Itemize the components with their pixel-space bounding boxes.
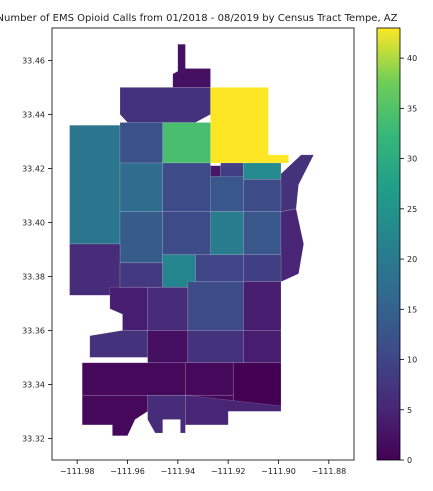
tract-center-row-3b bbox=[243, 254, 282, 282]
tract-south-west-2 bbox=[89, 330, 148, 358]
tract-center-row-1 bbox=[119, 162, 163, 212]
colorbar-tick-label: 0 bbox=[407, 456, 412, 465]
x-tick-label: −111.92 bbox=[211, 467, 246, 476]
tract-center-row-3a bbox=[195, 254, 244, 282]
tract-south-center-1 bbox=[147, 287, 189, 331]
colorbar-tick-label: 15 bbox=[407, 305, 417, 314]
y-tick-label: 33.44 bbox=[22, 110, 45, 119]
tract-center-row-2a bbox=[119, 211, 163, 264]
y-tick-label: 33.42 bbox=[22, 164, 45, 173]
tract-south-bottom-3 bbox=[185, 394, 282, 426]
tract-south-band-2 bbox=[185, 362, 234, 396]
tract-small-block-a bbox=[210, 165, 221, 177]
tract-north-center bbox=[162, 122, 211, 164]
colorbar-tick-label: 25 bbox=[407, 205, 417, 214]
tract-center-row-2b bbox=[162, 211, 211, 256]
x-tick-label: −111.94 bbox=[160, 467, 195, 476]
colorbar-gradient bbox=[376, 27, 401, 461]
tract-west-middle-top bbox=[119, 122, 163, 164]
x-tick-label: −111.96 bbox=[110, 467, 145, 476]
tract-center-row-2d bbox=[243, 211, 282, 256]
tract-west-mid-small bbox=[119, 262, 163, 288]
colorbar-tick-label: 40 bbox=[407, 54, 417, 63]
y-tick-label: 33.34 bbox=[22, 380, 45, 389]
tract-layer bbox=[69, 44, 315, 436]
colorbar-tick-label: 30 bbox=[407, 155, 417, 164]
y-tick-label: 33.36 bbox=[22, 326, 45, 335]
y-tick-label: 33.40 bbox=[22, 218, 45, 227]
tract-south-east-1 bbox=[243, 281, 282, 331]
tract-row-2-center bbox=[210, 176, 244, 212]
map-title: Number of EMS Opioid Calls from 01/2018 … bbox=[0, 13, 398, 24]
y-tick-label: 33.46 bbox=[22, 56, 45, 65]
y-axis: 33.32 33.34 33.36 33.38 33.40 33.42 33.44 33.46 bbox=[22, 56, 52, 443]
x-tick-label: −111.98 bbox=[60, 467, 95, 476]
colorbar: 0 5 10 15 20 25 30 35 40 bbox=[376, 27, 417, 465]
tract-south-band-3 bbox=[232, 362, 282, 407]
colorbar-ticks: 0 5 10 15 20 25 30 35 40 bbox=[400, 54, 417, 465]
x-tick-label: −111.90 bbox=[261, 467, 296, 476]
x-tick-label: −111.88 bbox=[311, 467, 346, 476]
tract-south-center-2 bbox=[187, 281, 244, 331]
colorbar-tick-label: 20 bbox=[407, 255, 417, 264]
x-axis: −111.98 −111.96 −111.94 −111.92 −111.90 −111.… bbox=[60, 460, 346, 476]
tract-south-band-1 bbox=[81, 362, 186, 396]
tract-west-upper bbox=[69, 124, 121, 245]
colorbar-tick-label: 35 bbox=[407, 104, 417, 113]
tract-center-row-1b bbox=[162, 162, 211, 212]
tract-south-center-3 bbox=[147, 330, 189, 363]
tract-south-east-2 bbox=[243, 330, 282, 363]
colorbar-tick-label: 5 bbox=[407, 406, 412, 415]
tract-north-middle bbox=[119, 87, 211, 123]
tract-east-small-teal bbox=[243, 162, 282, 180]
tract-center-teal-2 bbox=[210, 211, 244, 256]
tract-south-center-4 bbox=[187, 330, 244, 363]
y-tick-label: 33.32 bbox=[22, 434, 45, 443]
colorbar-tick-label: 10 bbox=[407, 356, 417, 365]
y-tick-label: 33.38 bbox=[22, 272, 45, 281]
tract-row-2-east bbox=[243, 178, 282, 212]
